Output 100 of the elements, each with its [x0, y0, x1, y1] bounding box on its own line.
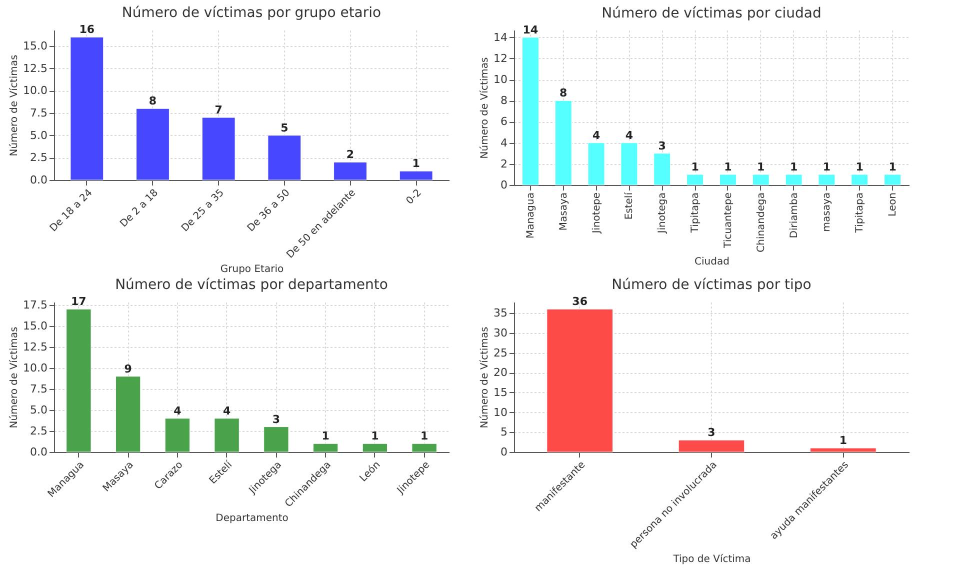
bar [334, 162, 367, 180]
bar [70, 36, 104, 180]
data-label: 14 [522, 23, 538, 36]
data-label: 1 [371, 430, 379, 443]
x-tick-label: masaya [822, 192, 833, 232]
y-tick-label: 5.0 [30, 403, 48, 416]
data-label: 1 [888, 160, 896, 174]
bar [136, 108, 170, 180]
y-tick-label: 10.0 [23, 361, 48, 374]
bar [412, 443, 437, 452]
x-tick-label: Jinotega [657, 192, 668, 234]
data-label: 1 [790, 160, 798, 174]
x-tick-label: Leon [888, 192, 899, 217]
bar [312, 443, 338, 452]
x-axis-title: Ciudad [694, 256, 730, 268]
bar [115, 376, 141, 452]
bar [785, 174, 802, 186]
data-label: 1 [822, 160, 831, 174]
data-label: 16 [79, 23, 95, 36]
y-tick-label: 12.5 [23, 340, 48, 354]
bar [202, 117, 236, 180]
x-axis-title: Grupo Etario [220, 264, 284, 276]
data-label: 8 [148, 94, 157, 108]
bar [588, 142, 605, 186]
x-axis-title: Tipo de Víctima [672, 554, 751, 565]
data-label: 1 [412, 157, 420, 170]
y-tick-label: 2.5 [30, 151, 48, 164]
bar [66, 308, 92, 452]
y-tick-label: 15.0 [23, 40, 48, 53]
y-tick-label: 14 [494, 30, 508, 44]
bar [620, 142, 638, 186]
data-label: 3 [708, 426, 716, 440]
y-tick-label: 5.0 [30, 128, 48, 142]
y-tick-label: 10 [494, 406, 508, 419]
x-tick-label: De 2 a 18 [118, 188, 161, 230]
bar [164, 418, 190, 452]
bar [522, 37, 539, 186]
bar [752, 174, 770, 186]
data-label: 1 [856, 160, 864, 174]
x-tick-label: Chinandega [756, 192, 767, 252]
x-tick-label: De 25 a 35 [180, 188, 226, 234]
bar [719, 174, 736, 186]
bar [654, 153, 671, 186]
chart-title: Número de víctimas por tipo [612, 277, 812, 294]
bar [851, 174, 868, 186]
y-tick-label: 8 [500, 94, 508, 108]
bar [214, 418, 240, 452]
y-tick-label: 0 [500, 446, 508, 458]
x-axis-title: Departamento [216, 512, 288, 524]
y-tick-label: 0.0 [30, 174, 48, 186]
y-tick-label: 30 [494, 326, 508, 340]
bar [810, 448, 876, 452]
x-tick-label: Estelí [624, 191, 636, 220]
y-tick-label: 0 [500, 178, 508, 192]
bar [362, 443, 388, 452]
y-tick-label: 12 [494, 52, 508, 65]
bar [546, 308, 613, 452]
bar [264, 426, 289, 452]
data-label: 4 [592, 128, 600, 142]
y-tick-label: 10.0 [23, 84, 48, 98]
data-label: 8 [560, 86, 568, 100]
bar [268, 135, 302, 180]
y-tick-label: 10 [494, 73, 508, 86]
y-axis-title: Número de Víctimas [9, 54, 20, 156]
x-tick-label: Diriamba [788, 192, 800, 238]
y-tick-label: 5 [500, 426, 508, 439]
data-label: 4 [625, 128, 634, 142]
chart-title: Número de víctimas por grupo etario [122, 5, 382, 22]
y-axis-title: Número de Víctimas [480, 57, 491, 159]
x-tick-label: De 18 a 24 [48, 188, 95, 234]
data-label: 1 [691, 160, 699, 174]
y-tick-label: 4 [500, 136, 508, 150]
y-tick-label: 0.0 [30, 446, 48, 458]
data-label: 36 [572, 295, 588, 308]
bar [686, 174, 704, 186]
bar [884, 174, 902, 186]
y-tick-label: 15 [494, 386, 508, 399]
data-label: 1 [839, 434, 847, 448]
chart-title: Número de víctimas por ciudad [602, 5, 822, 22]
data-label: 17 [71, 295, 86, 308]
x-tick-label: Ticuantepe [722, 192, 734, 249]
y-axis-title: Número de Víctimas [480, 326, 491, 428]
y-tick-label: 12.5 [23, 62, 48, 75]
y-tick-label: 15.0 [23, 319, 48, 332]
data-label: 4 [222, 404, 231, 418]
x-tick-label: Masaya [558, 192, 570, 231]
x-tick-label: Tipitapa [854, 192, 866, 234]
data-label: 3 [272, 412, 280, 426]
y-tick-label: 17.5 [23, 298, 48, 312]
data-label: 7 [214, 104, 222, 116]
data-label: 1 [757, 160, 765, 174]
x-tick-label: 0-2 [404, 188, 424, 207]
data-label: 5 [280, 121, 288, 134]
x-tick-label: De 36 a 50 [246, 188, 292, 234]
data-label: 1 [420, 430, 428, 443]
data-label: 2 [346, 148, 354, 162]
y-tick-label: 20 [494, 366, 508, 380]
y-tick-label: 25 [494, 346, 508, 360]
data-label: 4 [174, 404, 182, 418]
x-tick-label: Jinotepe [591, 192, 602, 234]
